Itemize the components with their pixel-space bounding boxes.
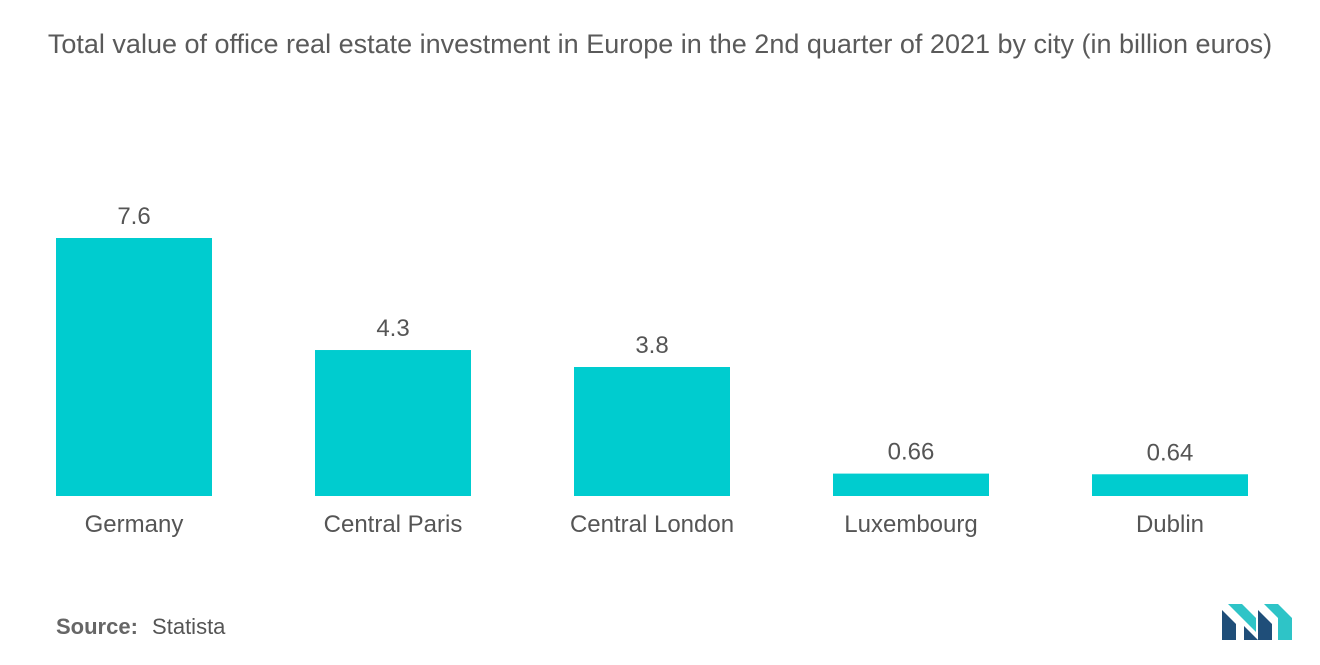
category-label: Central Paris: [324, 511, 463, 538]
value-label: 7.6: [117, 203, 150, 230]
mordor-intelligence-logo-icon: [1222, 604, 1292, 640]
bar-central-paris: [315, 350, 471, 496]
bar-luxembourg: [833, 473, 989, 496]
bar-germany: [56, 238, 212, 496]
source-line: Source: Statista: [56, 614, 225, 640]
category-labels-layer: Germany Central Paris Central London Luxemb…: [85, 511, 1204, 538]
bar-central-london: [574, 367, 730, 496]
value-label: 0.66: [888, 439, 935, 466]
bar-chart: 7.6 4.3 3.8 0.66 0.64 Germany Central Paris Ce…: [56, 203, 1248, 538]
category-label: Central London: [570, 511, 734, 538]
value-label: 0.64: [1147, 439, 1194, 466]
value-label: 4.3: [376, 315, 409, 342]
category-label: Luxembourg: [844, 511, 977, 538]
value-label: 3.8: [635, 332, 668, 359]
category-label: Germany: [85, 511, 184, 538]
category-label: Dublin: [1136, 511, 1204, 538]
source-label: Source:: [56, 614, 138, 639]
value-labels-layer: 7.6 4.3 3.8 0.66 0.64: [117, 203, 1193, 466]
bar-dublin: [1092, 474, 1248, 496]
source-value: Statista: [152, 614, 226, 639]
chart-title: Total value of office real estate invest…: [47, 29, 1273, 59]
bars-layer: [56, 238, 1248, 496]
